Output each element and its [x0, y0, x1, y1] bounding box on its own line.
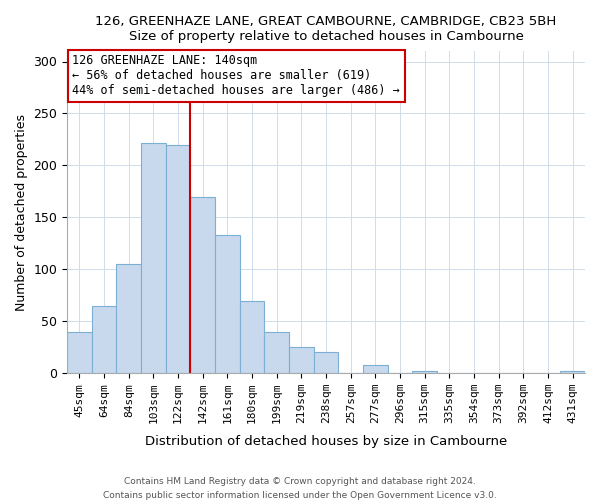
Bar: [141, 142, 166, 373]
Bar: [92, 306, 116, 373]
Bar: [215, 235, 240, 373]
Bar: [560, 371, 585, 373]
Text: Contains HM Land Registry data © Crown copyright and database right 2024.
Contai: Contains HM Land Registry data © Crown c…: [103, 478, 497, 500]
Bar: [314, 352, 338, 373]
Bar: [67, 332, 92, 373]
Bar: [363, 365, 388, 373]
Bar: [412, 371, 437, 373]
Bar: [116, 264, 141, 373]
Bar: [166, 144, 190, 373]
Text: 126 GREENHAZE LANE: 140sqm
← 56% of detached houses are smaller (619)
44% of sem: 126 GREENHAZE LANE: 140sqm ← 56% of deta…: [73, 54, 400, 98]
Bar: [240, 302, 265, 373]
Bar: [289, 347, 314, 373]
Y-axis label: Number of detached properties: Number of detached properties: [15, 114, 28, 310]
Bar: [190, 196, 215, 373]
Title: 126, GREENHAZE LANE, GREAT CAMBOURNE, CAMBRIDGE, CB23 5BH
Size of property relat: 126, GREENHAZE LANE, GREAT CAMBOURNE, CA…: [95, 15, 557, 43]
X-axis label: Distribution of detached houses by size in Cambourne: Distribution of detached houses by size …: [145, 434, 507, 448]
Bar: [265, 332, 289, 373]
